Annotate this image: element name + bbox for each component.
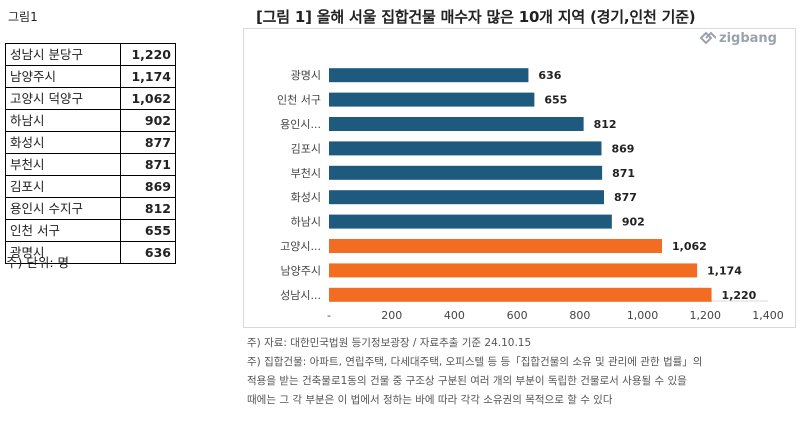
region-value: 902 bbox=[120, 109, 176, 132]
region-name: 성남시 분당구 bbox=[5, 43, 121, 66]
category-label: 화성시 bbox=[291, 191, 321, 204]
x-tick-label: 200 bbox=[381, 309, 402, 322]
bar bbox=[329, 141, 602, 156]
note-line: 적용을 받는 건축물로1동의 건물 중 구조상 구분된 여러 개의 부분이 독립… bbox=[247, 375, 687, 387]
note-line: 주) 집합건물: 아파트, 연립주택, 다세대주택, 오피스텔 등 등「집합건물… bbox=[247, 356, 703, 368]
bar bbox=[329, 239, 663, 253]
region-value: 636 bbox=[120, 241, 176, 264]
data-label: 812 bbox=[594, 118, 617, 131]
x-tick-label: 1,400 bbox=[752, 309, 784, 322]
bar bbox=[329, 190, 605, 205]
region-name: 김포시 bbox=[5, 175, 121, 198]
table-row: 부천시 871 bbox=[5, 153, 176, 176]
bar bbox=[329, 287, 712, 302]
category-label: 김포시 bbox=[291, 142, 321, 155]
table-row: 고양시 덕양구 1,062 bbox=[5, 87, 176, 110]
region-name: 광명시 bbox=[5, 241, 121, 264]
table-row: 광명시 636 bbox=[5, 241, 176, 264]
region-value: 655 bbox=[120, 219, 176, 242]
region-name: 용인시 수지구 bbox=[5, 197, 121, 220]
region-table: 성남시 분당구 1,220 남양주시 1,174 고양시 덕양구 1,062 하남시 902 화… bbox=[5, 43, 176, 264]
bar bbox=[329, 165, 603, 180]
category-label: 고양시... bbox=[280, 240, 321, 253]
category-label: 성남시... bbox=[280, 289, 321, 302]
x-tick-label: 400 bbox=[444, 309, 465, 322]
x-tick-label: - bbox=[327, 309, 331, 322]
bar bbox=[329, 214, 612, 229]
category-label: 광명시 bbox=[291, 69, 321, 82]
data-label: 902 bbox=[622, 216, 645, 229]
table-row: 용인시 수지구 812 bbox=[5, 197, 176, 220]
category-label: 하남시 bbox=[291, 215, 321, 229]
category-label: 용인시... bbox=[280, 118, 321, 131]
data-label: 1,062 bbox=[672, 240, 707, 253]
bar bbox=[329, 117, 584, 131]
region-name: 고양시 덕양구 bbox=[5, 87, 121, 110]
brand-logo: zigbang bbox=[699, 31, 777, 46]
table-row: 하남시 902 bbox=[5, 109, 176, 132]
zigbang-logo-icon bbox=[699, 31, 717, 45]
region-value: 877 bbox=[120, 131, 176, 154]
region-value: 812 bbox=[120, 197, 176, 220]
bar bbox=[329, 68, 529, 83]
note-line: 때에는 그 각 부분은 이 법에서 정하는 바에 따라 각각 소유권의 목적으로… bbox=[247, 394, 613, 406]
table-row: 남양주시 1,174 bbox=[5, 65, 176, 88]
data-label: 869 bbox=[611, 142, 634, 155]
unit-note: 주) 단위: 명 bbox=[6, 255, 70, 270]
bar-chart: - 200 400 600 800 1,000 1,200 1,400 광명시 636 인천 서구 6… bbox=[277, 68, 784, 322]
x-tick-label: 1,000 bbox=[627, 309, 659, 322]
data-label: 1,174 bbox=[707, 264, 742, 277]
table-row: 인천 서구 655 bbox=[5, 219, 176, 242]
x-tick-label: 800 bbox=[569, 309, 590, 322]
bar bbox=[329, 263, 698, 278]
region-value: 871 bbox=[120, 153, 176, 176]
category-label: 부천시 bbox=[291, 166, 321, 180]
chart-title: [그림 1] 올해 서울 집합건물 매수자 많은 10개 지역 (경기,인천 기… bbox=[256, 8, 696, 26]
table-row: 화성시 877 bbox=[5, 131, 176, 154]
data-label: 636 bbox=[538, 69, 561, 82]
category-label: 남양주시 bbox=[281, 264, 321, 277]
region-value: 1,174 bbox=[120, 65, 176, 88]
region-name: 화성시 bbox=[5, 131, 121, 154]
region-name: 남양주시 bbox=[5, 65, 121, 88]
note-line: 주) 자료: 대한민국법원 등기정보광장 / 자료추출 기준 24.10.15 bbox=[247, 337, 532, 349]
region-value: 1,062 bbox=[120, 87, 176, 110]
region-value: 1,220 bbox=[120, 43, 176, 66]
table-row: 성남시 분당구 1,220 bbox=[5, 43, 176, 66]
table-row: 김포시 869 bbox=[5, 175, 176, 198]
category-label: 인천 서구 bbox=[277, 93, 321, 107]
data-label: 1,220 bbox=[722, 289, 757, 302]
figure-label: 그림1 bbox=[8, 10, 38, 24]
region-name: 부천시 bbox=[5, 153, 121, 176]
region-value: 869 bbox=[120, 175, 176, 198]
chart-frame: - 200 400 600 800 1,000 1,200 1,400 광명시 636 인천 서구 6… bbox=[243, 28, 796, 328]
region-name: 하남시 bbox=[5, 109, 121, 132]
data-label: 871 bbox=[612, 167, 635, 180]
data-label: 877 bbox=[614, 191, 637, 204]
bar bbox=[329, 92, 535, 107]
region-name: 인천 서구 bbox=[5, 219, 121, 242]
source-notes: 주) 자료: 대한민국법원 등기정보광장 / 자료추출 기준 24.10.15 … bbox=[247, 334, 702, 410]
x-tick-label: 1,200 bbox=[690, 309, 722, 322]
brand-name: zigbang bbox=[719, 31, 777, 46]
x-tick-label: 600 bbox=[507, 309, 528, 322]
data-label: 655 bbox=[544, 94, 567, 107]
